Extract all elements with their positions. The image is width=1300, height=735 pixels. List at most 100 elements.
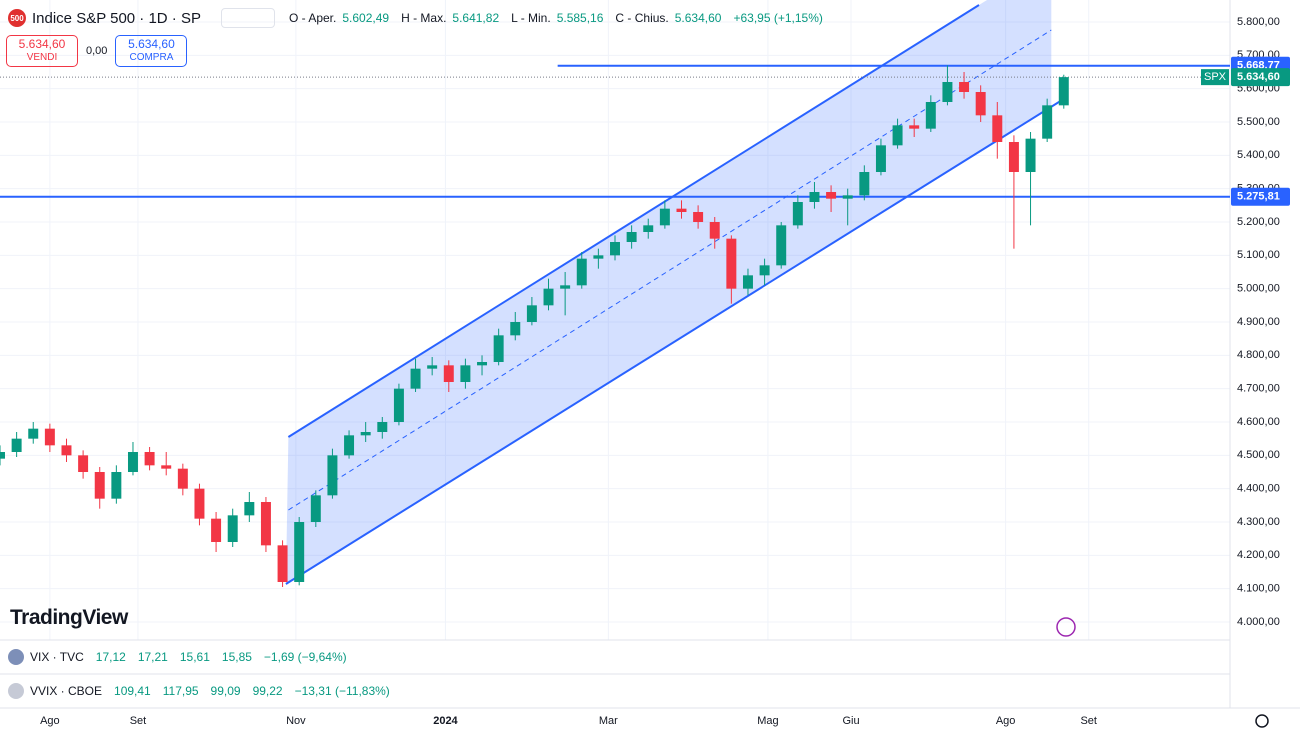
channel-fill xyxy=(285,0,1052,584)
candle-body xyxy=(194,488,205,519)
candle-body xyxy=(742,275,753,289)
legend-change: −13,31 (−11,83%) xyxy=(294,684,390,698)
y-tick-label: 4.000,00 xyxy=(1237,616,1280,628)
y-tick-label: 4.200,00 xyxy=(1237,549,1280,561)
candle-body xyxy=(676,208,687,212)
candle-body xyxy=(393,388,404,422)
legend-value: 117,95 xyxy=(162,684,199,698)
candle-body xyxy=(510,322,521,336)
legend-value: 15,61 xyxy=(179,650,210,664)
candle-body xyxy=(593,255,604,259)
candle-body xyxy=(759,265,770,276)
legend-name: VVIX · CBOE xyxy=(30,684,103,698)
candle-body xyxy=(992,115,1003,142)
sell-label: VENDI xyxy=(26,52,58,63)
candle-body xyxy=(826,192,837,199)
settings-icon xyxy=(1255,714,1269,728)
candle-body xyxy=(776,225,787,266)
legend-value: 99,22 xyxy=(252,684,283,698)
ohlc-label: H - Max. xyxy=(401,11,447,25)
y-tick-label: 4.400,00 xyxy=(1237,483,1280,495)
candle-body xyxy=(925,102,936,129)
x-tick-label: Giu xyxy=(842,715,859,727)
symbol-title[interactable]: Indice S&P 500 · 1D · SP xyxy=(32,9,201,27)
x-tick-label: Set xyxy=(1080,715,1097,727)
candle-body xyxy=(726,238,737,289)
y-tick-label: 5.800,00 xyxy=(1237,16,1280,28)
y-tick-label: 4.600,00 xyxy=(1237,416,1280,428)
candle-body xyxy=(144,452,155,466)
candle-body xyxy=(610,242,620,256)
y-tick-label: 5.100,00 xyxy=(1237,249,1280,261)
candle-body xyxy=(277,545,288,582)
ohlc-value: 5.641,82 xyxy=(452,11,500,25)
y-tick-label: 4.100,00 xyxy=(1237,583,1280,595)
x-tick-label: Nov xyxy=(286,715,306,727)
ohlc-label: O - Aper. xyxy=(288,11,337,25)
candle-body xyxy=(177,468,188,489)
candle-body xyxy=(127,452,138,472)
candle-body xyxy=(244,502,255,516)
candle-body xyxy=(44,428,55,446)
candle-body xyxy=(94,472,105,499)
candle-body xyxy=(344,435,355,456)
candle-body xyxy=(1025,138,1036,172)
ohlc-value: 5.602,49 xyxy=(342,11,390,25)
plot-area xyxy=(0,0,1230,587)
channel-line xyxy=(287,4,980,438)
legend-value: 99,09 xyxy=(210,684,241,698)
candle-body xyxy=(892,125,903,146)
channel-line xyxy=(285,99,1063,585)
candle-body xyxy=(61,445,72,456)
x-tick-label: Set xyxy=(130,715,147,727)
change: +63,95 (+1,15%) xyxy=(733,11,823,25)
price-tag-label: 5.634,60 xyxy=(1237,71,1280,83)
candle-body xyxy=(443,365,454,382)
candle-body xyxy=(693,212,704,222)
candle-body xyxy=(28,428,39,439)
candle-body xyxy=(909,125,920,129)
x-tick-label: Ago xyxy=(40,715,60,727)
trade-panel: 5.634,60 VENDI 0,00 5.634,60 COMPRA xyxy=(6,35,188,67)
candle-body xyxy=(211,518,222,542)
candle-body xyxy=(377,422,388,432)
candle-body xyxy=(526,305,537,322)
lightning-icon xyxy=(1056,617,1076,637)
candle-body xyxy=(0,452,5,459)
y-tick-label: 4.900,00 xyxy=(1237,316,1280,328)
y-tick-label: 5.000,00 xyxy=(1237,283,1280,295)
candle-body xyxy=(576,258,587,286)
candle-body xyxy=(643,225,654,232)
buy-button[interactable]: 5.634,60 COMPRA xyxy=(115,35,188,67)
legend-row[interactable]: VVIX · CBOE 109,41 117,95 99,09 99,22 −13,31… xyxy=(8,683,396,699)
symbol-tag-label: SPX xyxy=(1204,71,1227,83)
candle-body xyxy=(626,232,637,242)
symbol-badge[interactable]: 500 xyxy=(8,9,26,27)
price-tag xyxy=(1231,187,1290,206)
candle-body xyxy=(875,145,886,172)
candle-body xyxy=(543,288,554,306)
legend-row[interactable]: VIX · TVC 17,12 17,21 15,61 15,85 −1,69 (−9,… xyxy=(8,649,353,665)
candle-body xyxy=(659,208,670,226)
sell-price: 5.634,60 xyxy=(18,37,66,51)
candle-body xyxy=(477,362,488,366)
candle-body xyxy=(1042,105,1053,139)
buy-label: COMPRA xyxy=(129,52,174,63)
header-buttons[interactable] xyxy=(220,8,275,28)
candle-body xyxy=(959,82,970,92)
sell-button[interactable]: 5.634,60 VENDI xyxy=(6,35,78,67)
icon xyxy=(8,683,24,699)
candle-body xyxy=(1008,142,1019,172)
candle-body xyxy=(227,515,238,542)
candle-body xyxy=(460,365,471,382)
legend-change: −1,69 (−9,64%) xyxy=(263,650,347,664)
spread: 0,00 xyxy=(86,45,108,57)
channel-line xyxy=(288,29,1052,511)
legend-value: 17,12 xyxy=(95,650,126,664)
y-tick-label: 4.700,00 xyxy=(1237,383,1280,395)
logo[interactable]: TradingView xyxy=(10,606,128,629)
ohlc-value: 5.585,16 xyxy=(556,11,604,25)
candle-body xyxy=(11,438,22,452)
legend-value: 17,21 xyxy=(137,650,168,664)
